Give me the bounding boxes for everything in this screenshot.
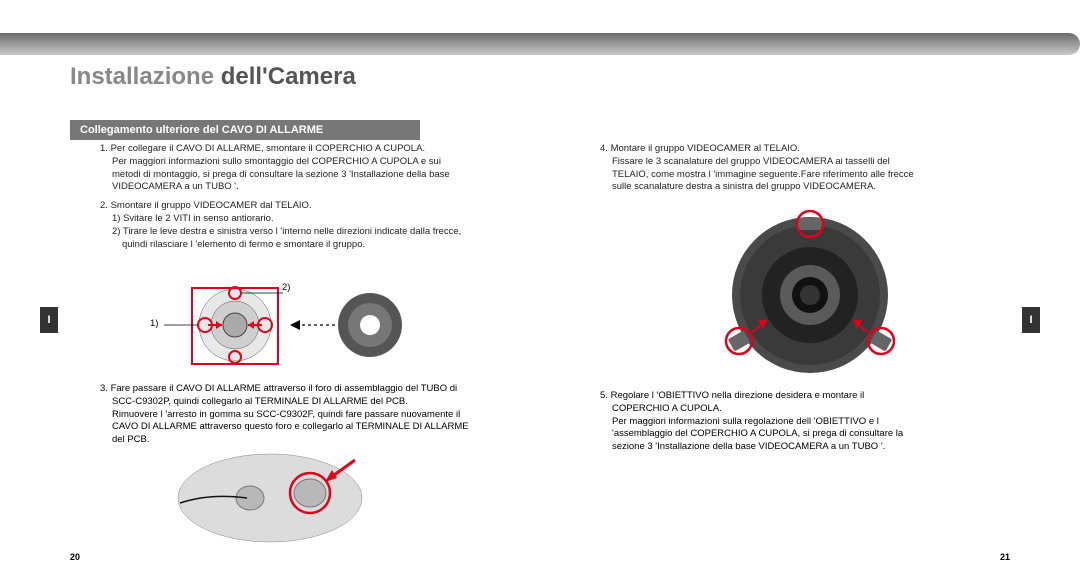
header-bar [0, 33, 1080, 55]
step-2: 2. Smontare il gruppo VIDEOCAMER dal TEL… [100, 200, 500, 251]
step-text: VIDEOCAMERA a un TUBO '. [100, 181, 500, 194]
step-text: Fare passare il CAVO DI ALLARME attraver… [111, 383, 458, 394]
figure-label-2: 2) [282, 282, 290, 293]
page-number-left: 20 [70, 552, 80, 562]
figure-camera-mount [670, 210, 950, 380]
step-text: Smontare il gruppo VIDEOCAMER dal TELAIO… [111, 200, 312, 211]
section-header: Collegamento ulteriore del CAVO DI ALLAR… [70, 120, 420, 140]
step-text: Regolare l 'OBIETTIVO nella direzione de… [611, 390, 865, 401]
page-number-right: 21 [1000, 552, 1010, 562]
step-text: Per maggiori informazioni sulla regolazi… [600, 416, 1000, 429]
step-text: 'assemblaggio del COPERCHIO A CUPOLA, si… [600, 428, 1000, 441]
step-sub: 1) Svitare le 2 VITI in senso antiorario… [100, 213, 500, 226]
step-5: 5. Regolare l 'OBIETTIVO nella direzione… [600, 390, 1000, 454]
step-number: 3. [100, 383, 108, 394]
step-text: TELAIO, come mostra l 'immagine seguente… [600, 169, 1000, 182]
step-text: Montare il gruppo VIDEOCAMER al TELAIO. [611, 143, 800, 154]
step-text: Rimuovere l 'arresto in gomma su SCC-C93… [100, 409, 500, 422]
language-tab-right: I [1022, 307, 1040, 333]
step-text: COPERCHIO A CUPOLA. [600, 403, 1000, 416]
title-part-1: Installazione [70, 63, 221, 90]
step-text: Fissare le 3 scanalature del gruppo VIDE… [600, 156, 1000, 169]
figure-label-1: 1) [150, 318, 158, 329]
page-title: Installazione dell'Camera [70, 63, 356, 91]
step-text: sezione 3 'Installazione della base VIDE… [600, 441, 1000, 454]
step-number: 4. [600, 143, 608, 154]
step-sub: 2) Tirare le leve destra e sinistra vers… [100, 226, 500, 239]
left-column: 1. Per collegare il CAVO DI ALLARME, smo… [100, 143, 500, 258]
step-1: 1. Per collegare il CAVO DI ALLARME, smo… [100, 143, 500, 194]
step-text: sulle scanalature destra a sinistra del … [600, 181, 1000, 194]
step-4: 4. Montare il gruppo VIDEOCAMER al TELAI… [600, 143, 1000, 194]
step-number: 1. [100, 143, 108, 154]
title-part-2: dell'Camera [221, 63, 356, 90]
step-sub: quindi rilasciare l 'elemento di fermo e… [100, 239, 500, 252]
language-tab-left: I [40, 307, 58, 333]
step-text: Per collegare il CAVO DI ALLARME, smonta… [111, 143, 425, 154]
step-3: 3. Fare passare il CAVO DI ALLARME attra… [100, 383, 500, 447]
step-text: del PCB. [100, 434, 500, 447]
step-text: metodi di montaggio, si prega di consult… [100, 169, 500, 182]
step-text: Per maggiori informazioni sullo smontagg… [100, 156, 500, 169]
step-number: 5. [600, 390, 608, 401]
step-text: CAVO DI ALLARME attraverso questo foro e… [100, 421, 500, 434]
step-number: 2. [100, 200, 108, 211]
figure-rubber-stopper [175, 448, 385, 543]
right-column: 4. Montare il gruppo VIDEOCAMER al TELAI… [600, 143, 1000, 200]
step-text: SCC-C9302P, quindi collegarlo al TERMINA… [100, 396, 500, 409]
figure-camera-disassembly: 1) 2) [150, 278, 410, 373]
